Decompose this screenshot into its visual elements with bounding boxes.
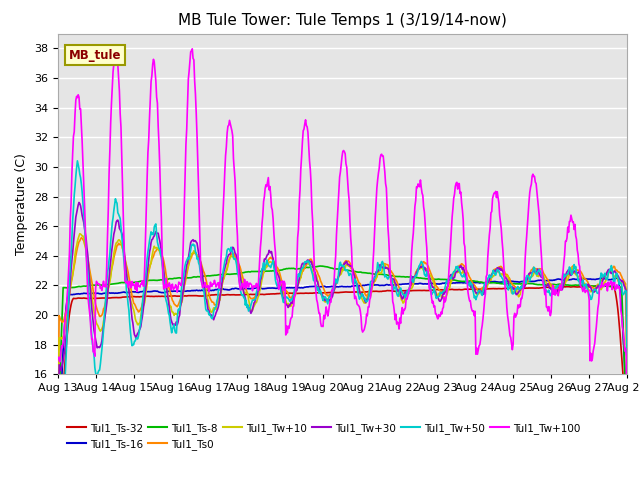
Legend: Tul1_Ts-32, Tul1_Ts-16, Tul1_Ts-8, Tul1_Ts0, Tul1_Tw+10, Tul1_Tw+30, Tul1_Tw+50,: Tul1_Ts-32, Tul1_Ts-16, Tul1_Ts-8, Tul1_…: [63, 419, 584, 454]
Title: MB Tule Tower: Tule Temps 1 (3/19/14-now): MB Tule Tower: Tule Temps 1 (3/19/14-now…: [178, 13, 507, 28]
Y-axis label: Temperature (C): Temperature (C): [15, 153, 28, 255]
Text: MB_tule: MB_tule: [69, 49, 122, 62]
